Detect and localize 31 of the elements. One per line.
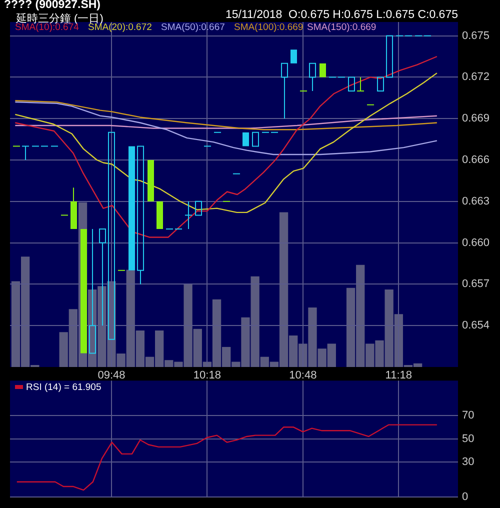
legend-label: RSI (14) = 61.905 — [25, 382, 102, 393]
y-tick-label: 0.654 — [462, 320, 490, 332]
candlestick — [309, 62, 316, 92]
y-tick-label: 0.669 — [462, 112, 490, 125]
y-tick-label: 70 — [462, 410, 474, 422]
text: SMA(20):0.672 — [88, 22, 153, 33]
x-tick-label: 11:18 — [385, 370, 412, 382]
y-tick-label: 0.660 — [462, 236, 490, 249]
text: SMA(100):0.669 — [234, 22, 304, 33]
candlestick — [184, 200, 192, 230]
y-tick-label: 0.657 — [462, 278, 490, 290]
x-tick-label: 10:18 — [193, 370, 221, 382]
text: SMA(50):0.667 — [161, 22, 226, 33]
x-tick-label: 10:48 — [289, 370, 317, 382]
candlestick — [137, 146, 144, 285]
candlestick — [70, 187, 77, 229]
chart-title: ???? (900927.SH) — [4, 0, 100, 11]
text: SMA(10):0.674 — [15, 22, 80, 33]
candlestick — [281, 62, 288, 120]
y-tick-label: 50 — [462, 432, 474, 445]
y-tick-label: 0.666 — [462, 154, 490, 166]
y-tick-label: 0.675 — [462, 30, 490, 42]
candlestick — [356, 76, 364, 92]
y-tick-label: 0.672 — [462, 71, 490, 84]
y-tick-label: 0 — [462, 491, 468, 504]
candlestick — [22, 146, 30, 160]
y-tick-label: 30 — [462, 456, 474, 468]
y-tick-label: 0.663 — [462, 195, 490, 208]
text: SMA(150):0.669 — [307, 22, 378, 33]
text: 15/11/2018 O:0.675 H:0.675 L:0.675 C:0.675 — [225, 9, 458, 21]
x-tick-label: 09:48 — [98, 370, 126, 382]
